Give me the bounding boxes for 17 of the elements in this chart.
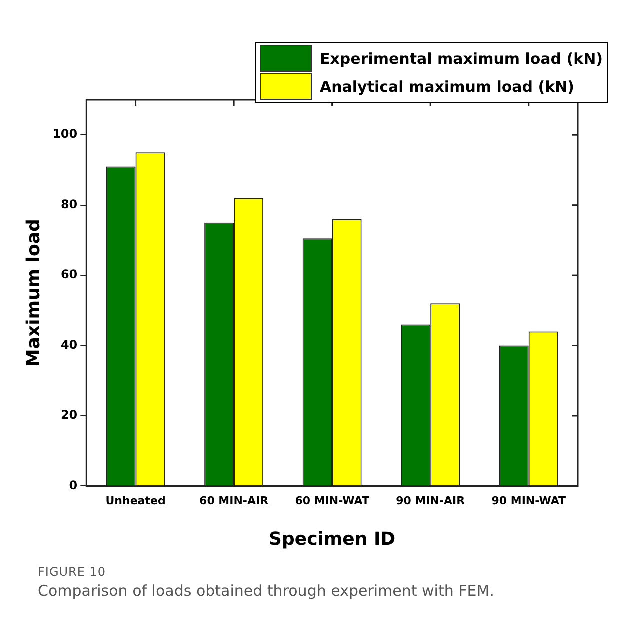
x-tick-label: 60 MIN-AIR: [200, 494, 270, 508]
legend-label: Analytical maximum load (kN): [320, 78, 575, 96]
y-tick-label: 0: [69, 478, 78, 492]
y-tick-label: 20: [60, 408, 78, 422]
x-tick-label: 90 MIN-WAT: [492, 494, 566, 508]
y-tick-label: 100: [52, 127, 78, 142]
text: Comparison of loads obtained through experiment with FEM.: [38, 582, 494, 600]
caption: FIGURE 10: [38, 565, 108, 579]
legend-label: Experimental maximum load (kN): [320, 50, 603, 68]
x-tick-label: 90 MIN-AIR: [396, 494, 466, 508]
y-tick-label: 60: [60, 268, 78, 282]
x-tick-label: 60 MIN-WAT: [295, 494, 370, 508]
y-tick-label: 80: [60, 197, 78, 212]
y-tick-label: 40: [60, 338, 78, 352]
x-axis-title: Specimen ID: [269, 528, 396, 550]
y-axis-title: Maximum load: [23, 219, 44, 368]
x-tick-label: Unheated: [106, 494, 166, 508]
